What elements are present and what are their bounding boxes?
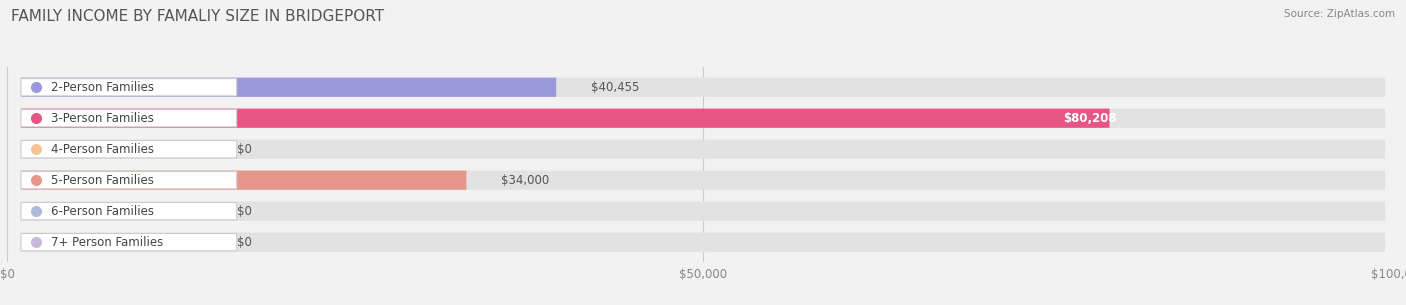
Text: 5-Person Families: 5-Person Families — [51, 174, 155, 187]
Text: 6-Person Families: 6-Person Families — [51, 205, 155, 218]
Text: 4-Person Families: 4-Person Families — [51, 143, 155, 156]
Text: $34,000: $34,000 — [501, 174, 550, 187]
FancyBboxPatch shape — [21, 141, 236, 158]
Text: 7+ Person Families: 7+ Person Families — [51, 236, 163, 249]
Text: 3-Person Families: 3-Person Families — [51, 112, 155, 125]
FancyBboxPatch shape — [21, 234, 236, 251]
FancyBboxPatch shape — [21, 79, 236, 96]
FancyBboxPatch shape — [21, 78, 1385, 97]
FancyBboxPatch shape — [21, 109, 1385, 128]
FancyBboxPatch shape — [21, 232, 1385, 252]
FancyBboxPatch shape — [21, 140, 1385, 159]
Text: 2-Person Families: 2-Person Families — [51, 81, 155, 94]
FancyBboxPatch shape — [21, 78, 557, 97]
FancyBboxPatch shape — [21, 170, 467, 190]
FancyBboxPatch shape — [21, 203, 236, 220]
FancyBboxPatch shape — [21, 109, 1109, 128]
FancyBboxPatch shape — [21, 202, 1385, 221]
FancyBboxPatch shape — [21, 171, 236, 189]
Text: $0: $0 — [236, 205, 252, 218]
FancyBboxPatch shape — [21, 170, 1385, 190]
Text: $40,455: $40,455 — [591, 81, 640, 94]
Text: FAMILY INCOME BY FAMALIY SIZE IN BRIDGEPORT: FAMILY INCOME BY FAMALIY SIZE IN BRIDGEP… — [11, 9, 384, 24]
Text: $0: $0 — [236, 236, 252, 249]
Text: Source: ZipAtlas.com: Source: ZipAtlas.com — [1284, 9, 1395, 19]
Text: $80,208: $80,208 — [1063, 112, 1116, 125]
Text: $0: $0 — [236, 143, 252, 156]
FancyBboxPatch shape — [21, 109, 236, 127]
